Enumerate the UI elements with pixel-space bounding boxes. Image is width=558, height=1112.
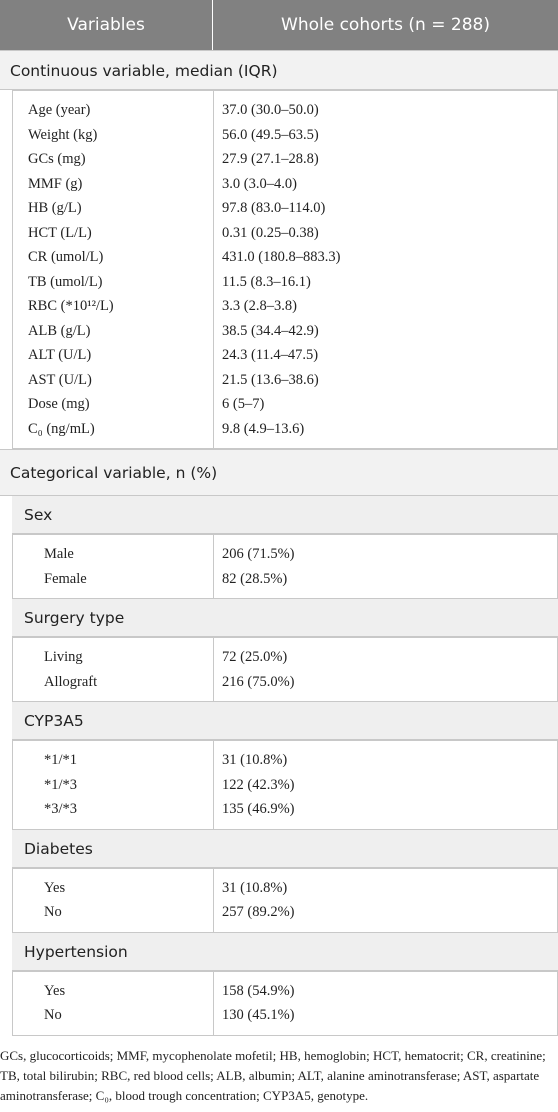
- table-body: [12, 970, 558, 1036]
- column-divider: [213, 970, 214, 1036]
- table-body: [12, 637, 558, 702]
- row-label: No: [44, 904, 62, 920]
- group-title: Hypertension: [12, 932, 558, 971]
- row-label: *3/*3: [44, 801, 78, 817]
- row-label: *1/*1: [44, 752, 78, 768]
- column-divider: [213, 867, 214, 933]
- row-value: 56.0 (49.5–63.5): [222, 126, 319, 143]
- column-divider: [213, 90, 214, 449]
- row-value: 3.3 (2.8–3.8): [222, 298, 297, 314]
- group-title: CYP3A5: [12, 702, 558, 740]
- row-label: Yes: [44, 879, 66, 896]
- row-label: AST (U/L): [28, 371, 92, 388]
- row-label: RBC (*10¹²/L): [28, 298, 114, 314]
- row-label: CR (umol/L): [28, 249, 104, 265]
- row-value: 27.9 (27.1–28.8): [222, 151, 319, 167]
- row-value: 37.0 (30.0–50.0): [222, 102, 319, 118]
- row-label: ALT (U/L): [28, 347, 92, 363]
- row-label: *1/*3: [44, 776, 78, 793]
- row-value: 38.5 (34.4–42.9): [222, 322, 319, 339]
- row-label: Dose (mg): [28, 396, 90, 412]
- row-value: 122 (42.3%): [222, 776, 295, 793]
- row-value: 6 (5–7): [222, 396, 265, 412]
- header-cell: Whole cohorts (n = 288): [213, 0, 558, 50]
- row-label: Age (year): [28, 102, 91, 118]
- row-value: 216 (75.0%): [222, 673, 295, 690]
- row-value: 31 (10.8%): [222, 879, 288, 896]
- row-label: C₀ (ng/mL): [28, 420, 95, 437]
- row-label: Male: [44, 546, 74, 562]
- table-body: [12, 867, 558, 933]
- row-label: TB (umol/L): [28, 273, 103, 290]
- footnote: GCs, glucocorticoids; MMF, mycophenolate…: [0, 1047, 546, 1103]
- column-divider: [213, 637, 214, 702]
- row-label: Yes: [44, 982, 66, 999]
- group-title: Diabetes: [12, 829, 558, 868]
- row-label: MMF (g): [28, 175, 83, 192]
- row-value: 24.3 (11.4–47.5): [222, 347, 319, 363]
- column-divider: [213, 534, 214, 599]
- row-value: 431.0 (180.8–883.3): [222, 249, 341, 265]
- row-value: 206 (71.5%): [222, 546, 295, 562]
- group-title: Sex: [12, 496, 558, 534]
- row-label: Female: [44, 570, 87, 587]
- row-label: ALB (g/L): [28, 322, 91, 339]
- row-value: 0.31 (0.25–0.38): [222, 224, 319, 241]
- table-body: [12, 740, 558, 830]
- row-value: 31 (10.8%): [222, 752, 288, 768]
- row-value: 97.8 (83.0–114.0): [222, 200, 326, 216]
- table-body: [12, 534, 558, 599]
- row-value: 9.8 (4.9–13.6): [222, 420, 305, 437]
- column-divider: [213, 740, 214, 830]
- row-label: HB (g/L): [28, 200, 82, 216]
- row-label: GCs (mg): [28, 151, 86, 167]
- group-title: Surgery type: [12, 599, 558, 637]
- row-value: 130 (45.1%): [222, 1007, 295, 1023]
- header-cell: Variables: [0, 0, 213, 50]
- table-body: [12, 90, 558, 449]
- row-value: 11.5 (8.3–16.1): [222, 273, 311, 290]
- row-value: 135 (46.9%): [222, 801, 295, 817]
- row-label: Allograft: [44, 673, 98, 690]
- section-title: Categorical variable, n (%): [0, 449, 558, 496]
- row-value: 82 (28.5%): [222, 570, 288, 587]
- row-value: 257 (89.2%): [222, 904, 295, 920]
- row-value: 21.5 (13.6–38.6): [222, 371, 319, 388]
- row-value: 72 (25.0%): [222, 649, 288, 665]
- row-value: 3.0 (3.0–4.0): [222, 175, 297, 192]
- section-title: Continuous variable, median (IQR): [0, 50, 558, 90]
- row-label: Weight (kg): [28, 126, 98, 143]
- row-value: 158 (54.9%): [222, 982, 295, 999]
- row-label: HCT (L/L): [28, 224, 92, 241]
- row-label: Living: [44, 649, 83, 665]
- row-label: No: [44, 1007, 62, 1023]
